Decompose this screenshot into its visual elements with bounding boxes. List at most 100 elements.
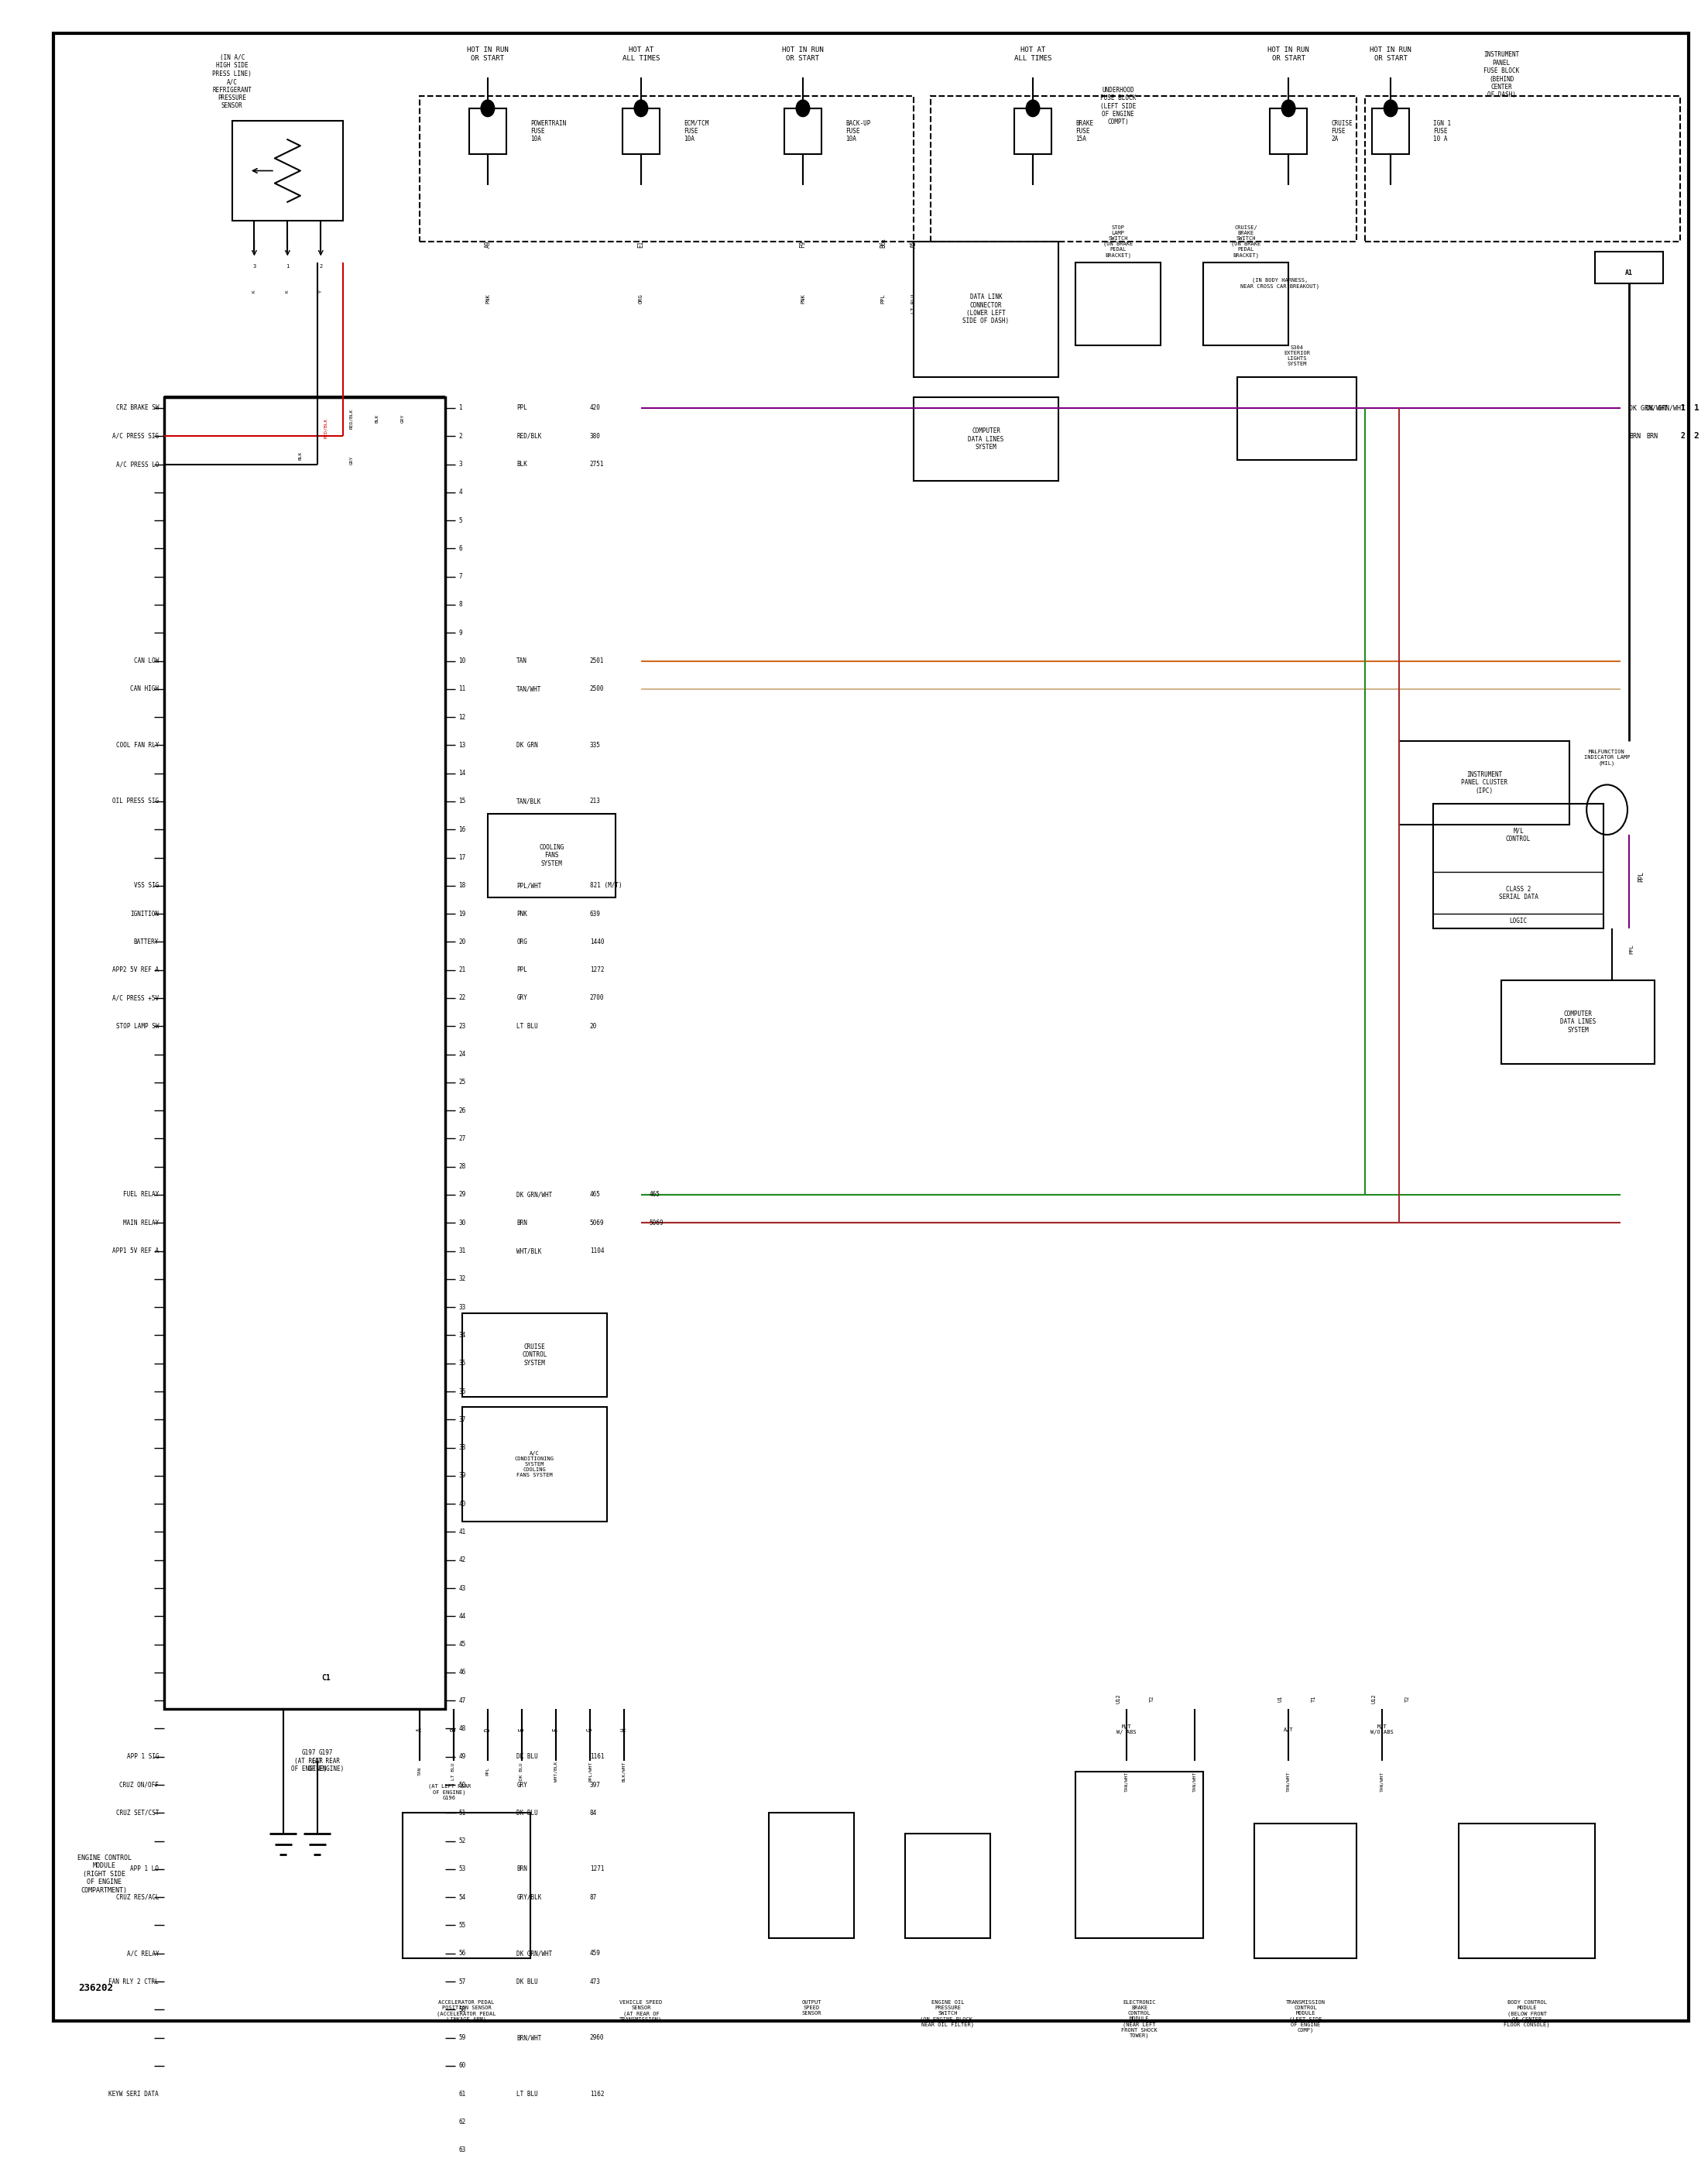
Text: A/T: A/T [1283, 1728, 1293, 1732]
Text: M/T
W/O ABS: M/T W/O ABS [1370, 1726, 1394, 1734]
Text: 49: 49 [459, 1754, 466, 1760]
Text: 17: 17 [459, 855, 466, 862]
Text: TAN: TAN [418, 1767, 422, 1775]
Text: (AT LEFT REAR
OF ENGINE)
G196: (AT LEFT REAR OF ENGINE) G196 [429, 1784, 471, 1801]
Text: 1161: 1161 [589, 1754, 605, 1760]
Text: CRZ BRAKE SW: CRZ BRAKE SW [116, 405, 159, 411]
Text: INSTRUMENT
PANEL CLUSTER
(IPC): INSTRUMENT PANEL CLUSTER (IPC) [1460, 771, 1508, 795]
Text: COOLING
FANS
SYSTEM: COOLING FANS SYSTEM [540, 844, 564, 866]
Text: A/C PRESS +5V: A/C PRESS +5V [113, 994, 159, 1002]
Text: 54: 54 [459, 1894, 466, 1901]
Text: 639: 639 [589, 909, 601, 918]
Text: GRY: GRY [401, 414, 405, 422]
Text: 84: 84 [589, 1810, 598, 1816]
Text: (IN A/C
HIGH SIDE
PRESS LINE)
A/C
REFRIGERANT
PRESSURE
SENSOR: (IN A/C HIGH SIDE PRESS LINE) A/C REFRIG… [212, 54, 251, 110]
Text: VSS SIG: VSS SIG [133, 881, 159, 890]
Circle shape [1027, 100, 1040, 117]
Text: DK GRN/WHT: DK GRN/WHT [516, 1191, 552, 1197]
Text: 25: 25 [459, 1078, 466, 1087]
Text: DK BLU: DK BLU [516, 1810, 538, 1816]
Text: 9: 9 [459, 630, 463, 637]
Text: 62: 62 [459, 2120, 466, 2126]
Bar [1269, 108, 1307, 154]
Text: LOGIC: LOGIC [1510, 918, 1527, 924]
Bar [1237, 377, 1356, 459]
Text: 51: 51 [459, 1810, 466, 1816]
Text: CLASS 2
SERIAL DATA: CLASS 2 SERIAL DATA [1498, 885, 1539, 901]
Text: 42: 42 [459, 1557, 466, 1563]
Text: CRUZ SET/CST: CRUZ SET/CST [116, 1810, 159, 1816]
Text: TAN/WHT: TAN/WHT [1192, 1771, 1197, 1793]
Text: BRN: BRN [516, 1866, 528, 1873]
Text: M/T
W/ ABS: M/T W/ ABS [1117, 1726, 1136, 1734]
Text: BLK: BLK [516, 461, 528, 468]
Text: 5: 5 [459, 517, 463, 524]
Text: G197
(AT REAR
OF ENGINE): G197 (AT REAR OF ENGINE) [307, 1749, 343, 1773]
Circle shape [1383, 100, 1397, 117]
Text: MALFUNCTION
INDICATOR LAMP
(MIL): MALFUNCTION INDICATOR LAMP (MIL) [1583, 749, 1629, 766]
Text: ENGINE CONTROL
MODULE
(RIGHT SIDE
OF ENGINE
COMPARTMENT): ENGINE CONTROL MODULE (RIGHT SIDE OF ENG… [77, 1855, 132, 1894]
Text: PPL: PPL [1638, 870, 1645, 881]
Text: 2: 2 [1681, 433, 1684, 439]
Text: BLK: BLK [376, 414, 379, 422]
Text: 28: 28 [459, 1163, 466, 1169]
Text: G197
(AT REAR
OF ENGINE): G197 (AT REAR OF ENGINE) [290, 1749, 326, 1773]
Text: ORG: ORG [516, 937, 528, 946]
Text: ACCELERATOR PEDAL
POSITION SENSOR
(ACCELERATOR PEDAL
LINKAGE ARM): ACCELERATOR PEDAL POSITION SENSOR (ACCEL… [437, 2000, 495, 2022]
Text: CAN LOW: CAN LOW [133, 658, 159, 665]
Bar [914, 242, 1059, 377]
Text: TAN/WHT: TAN/WHT [516, 686, 541, 693]
Text: PPL: PPL [485, 1767, 490, 1775]
Text: GRY: GRY [350, 455, 354, 465]
Text: PPL: PPL [1629, 944, 1635, 955]
Text: U12: U12 [1372, 1693, 1377, 1704]
Bar [1459, 1823, 1595, 1959]
Text: BRAKE
FUSE
15A: BRAKE FUSE 15A [1076, 119, 1093, 143]
Text: GRY: GRY [516, 1782, 528, 1788]
Bar [470, 108, 507, 154]
Text: HOT IN RUN
OR START: HOT IN RUN OR START [1370, 48, 1411, 61]
Text: 2960: 2960 [589, 2035, 605, 2042]
Text: GRY: GRY [516, 994, 528, 1002]
Text: 26: 26 [459, 1106, 466, 1115]
Text: T2: T2 [1406, 1695, 1411, 1702]
Bar [1076, 262, 1161, 346]
Text: E1: E1 [637, 240, 644, 247]
Text: CRUZ ON/OFF: CRUZ ON/OFF [120, 1782, 159, 1788]
Bar [622, 108, 659, 154]
Text: A/C
CONDITIONING
SYSTEM
COOLING
FANS SYSTEM: A/C CONDITIONING SYSTEM COOLING FANS SYS… [514, 1451, 555, 1477]
Text: TAN/BLK: TAN/BLK [516, 799, 541, 805]
Text: Y: Y [319, 290, 323, 292]
Text: HOT IN RUN
OR START: HOT IN RUN OR START [782, 48, 823, 61]
Text: F9: F9 [799, 240, 806, 247]
Text: BATTERY: BATTERY [133, 937, 159, 946]
Bar [1254, 1823, 1356, 1959]
Text: 1272: 1272 [589, 966, 605, 974]
Text: A1: A1 [1626, 268, 1633, 277]
Text: 397: 397 [589, 1782, 601, 1788]
Bar [905, 1834, 991, 1938]
Text: TAN/WHT: TAN/WHT [1380, 1771, 1383, 1793]
Text: WHT/BLK: WHT/BLK [553, 1760, 559, 1782]
Text: 2501: 2501 [589, 658, 605, 665]
Text: HOT AT
ALL TIMES: HOT AT ALL TIMES [1015, 48, 1052, 61]
Text: 31: 31 [459, 1247, 466, 1254]
Text: COMPUTER
DATA LINES
SYSTEM: COMPUTER DATA LINES SYSTEM [1559, 1011, 1595, 1033]
Text: BLK/WHT: BLK/WHT [622, 1760, 625, 1782]
Text: 20: 20 [589, 1022, 598, 1031]
Text: 4: 4 [459, 489, 463, 496]
Text: COMPUTER
DATA LINES
SYSTEM: COMPUTER DATA LINES SYSTEM [968, 429, 1004, 450]
Text: A/C PRESS SIG: A/C PRESS SIG [113, 433, 159, 439]
Text: DK BLU: DK BLU [516, 1979, 538, 1985]
Text: DK GRN/WHT: DK GRN/WHT [516, 1951, 552, 1957]
Text: ECM/TCM
FUSE
10A: ECM/TCM FUSE 10A [683, 119, 709, 143]
Bar [769, 1812, 854, 1938]
Text: 56: 56 [459, 1951, 466, 1957]
Text: CRUISE/
BRAKE
SWITCH
(ON BRAKE
PEDAL
BRACKET): CRUISE/ BRAKE SWITCH (ON BRAKE PEDAL BRA… [1231, 225, 1261, 258]
Text: DK BLU: DK BLU [519, 1762, 524, 1780]
Text: ELECTRONIC
BRAKE
CONTROL
MODULE
(NEAR LEFT
FRONT SHOCK
TOWER): ELECTRONIC BRAKE CONTROL MODULE (NEAR LE… [1120, 2000, 1158, 2037]
Text: RED/BLK: RED/BLK [516, 433, 541, 439]
Text: 46: 46 [459, 1669, 466, 1676]
Text: 29: 29 [459, 1191, 466, 1197]
Text: 2: 2 [459, 433, 463, 439]
